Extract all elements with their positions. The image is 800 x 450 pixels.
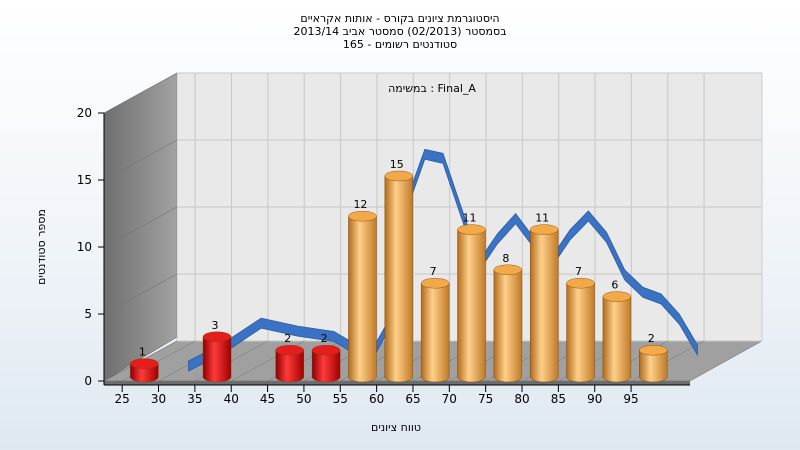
y-tick-label: 0 (84, 374, 92, 388)
x-tick-label: 80 (514, 392, 529, 406)
bar-top (566, 278, 595, 289)
bar (530, 224, 559, 383)
side-wall-gridline (103, 273, 178, 315)
bar-value-label: 2 (321, 332, 328, 345)
x-axis-title: טווח ציונים (371, 421, 421, 434)
title-line-1: היסטוגרמת ציונים בקורס - אותות אקראיים (300, 12, 499, 25)
bar-body (420, 283, 450, 383)
x-tick-label: 65 (405, 392, 420, 406)
x-tick-label: 60 (369, 392, 384, 406)
bar (384, 170, 413, 383)
bar (348, 210, 377, 383)
y-tick-label: 10 (77, 240, 92, 254)
x-tick-label: 50 (296, 392, 311, 406)
bar-value-label: 7 (575, 265, 582, 278)
bar-value-label: 3 (212, 319, 219, 332)
chart-subtitle: במשימה : Final_A (388, 82, 476, 95)
bar-top (130, 358, 159, 369)
bar (457, 224, 486, 383)
bar-body (457, 229, 486, 383)
bar-body (639, 350, 668, 383)
x-tick-label: 25 (115, 392, 130, 406)
bar-body (202, 336, 232, 383)
x-tick-label: 95 (623, 392, 638, 406)
bar (420, 278, 450, 383)
bar-value-label: 8 (502, 252, 509, 265)
x-tick-label: 30 (151, 392, 166, 406)
bar-top (420, 278, 450, 289)
x-tick-label: 40 (224, 392, 239, 406)
side-wall-gridline (103, 206, 178, 248)
bar-value-label: 2 (648, 332, 655, 345)
x-tick-label: 45 (260, 392, 275, 406)
side-wall-gridline (103, 139, 178, 181)
y-tick-label: 20 (77, 106, 92, 120)
bar (493, 264, 523, 383)
bar-value-label: 11 (535, 212, 549, 225)
bar (275, 345, 304, 383)
bar-top (639, 345, 668, 356)
bar-top (384, 170, 413, 182)
bar (602, 291, 632, 383)
y-axis-title: מספר סטודנטים (35, 209, 48, 285)
chart-title: היסטוגרמת ציונים בקורס - אותות אקראיים ב… (293, 12, 506, 51)
bar-top (202, 331, 232, 342)
bar-body (275, 350, 304, 383)
bar-value-label: 12 (353, 198, 367, 211)
x-tick-label: 35 (187, 392, 202, 406)
y-tick-label: 5 (84, 307, 92, 321)
bar-value-label: 2 (284, 332, 291, 345)
bar-body (348, 216, 377, 383)
bar (639, 345, 668, 383)
bar-value-label: 1 (139, 346, 146, 359)
bar-top (530, 224, 559, 235)
bar (202, 331, 232, 383)
bar (130, 358, 159, 383)
title-line-2: בסמסטר (02/2013) סמסטר אביב 2013/14 (293, 25, 506, 38)
bar-body (130, 363, 159, 383)
bar-body (566, 283, 595, 383)
bar (311, 345, 341, 383)
x-tick-label: 85 (551, 392, 566, 406)
side-wall-gridline (103, 72, 178, 114)
bar-value-label: 11 (463, 212, 477, 225)
x-tick-label: 70 (442, 392, 457, 406)
data-labels-layer: 1 3 2 2 12 15 7 11 8 11 7 6 2 (139, 158, 655, 359)
title-line-3: סטודנטים רשומים - 165 (343, 38, 457, 51)
y-tick-label: 15 (77, 173, 92, 187)
bar-top (348, 210, 377, 222)
bars-layer (130, 170, 668, 383)
bar-value-label: 15 (390, 158, 404, 171)
bar-top (493, 264, 523, 275)
bar-top (602, 291, 632, 302)
bar-body (384, 175, 413, 383)
x-tick-label: 55 (333, 392, 348, 406)
bar-body (602, 296, 632, 383)
axis-layer: 0 5 10 15 20 25 30 35 40 45 50 55 60 65 70 75 80 85 90 95 (77, 106, 690, 406)
bar-body (530, 229, 559, 383)
bar-value-label: 6 (611, 279, 618, 292)
bar-top (275, 345, 304, 356)
bar-value-label: 7 (430, 265, 437, 278)
bar (566, 278, 595, 383)
bar-body (493, 269, 523, 383)
x-tick-label: 75 (478, 392, 493, 406)
bar-body (311, 350, 341, 383)
x-tick-label: 90 (587, 392, 602, 406)
bar-top (457, 224, 486, 235)
bar-top (311, 345, 341, 356)
